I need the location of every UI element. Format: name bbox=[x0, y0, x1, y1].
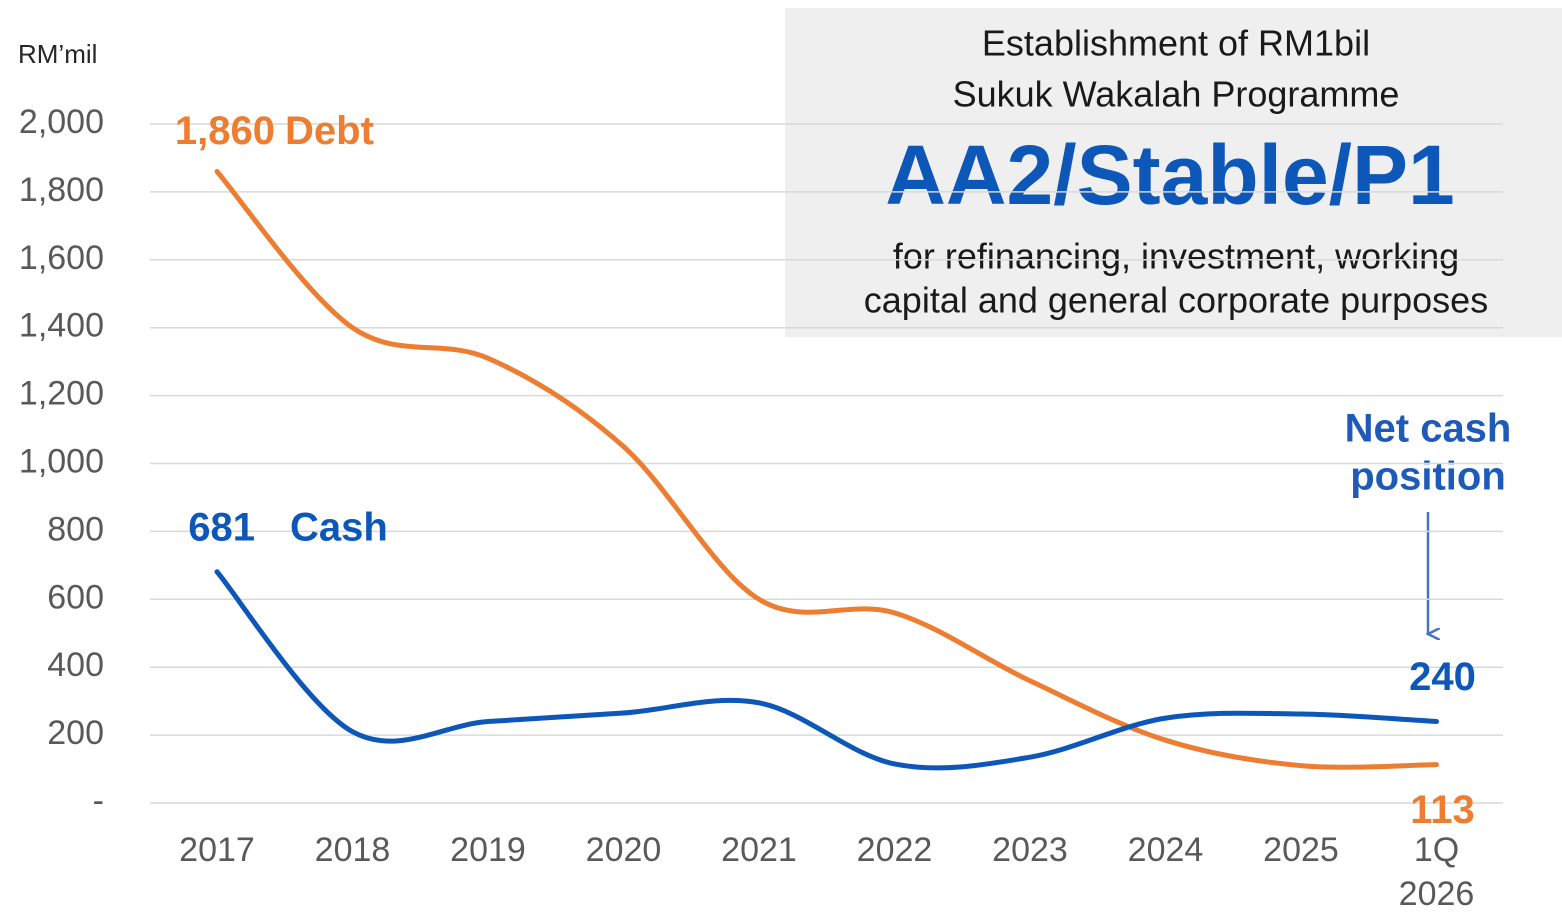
x-tick-line: 1Q bbox=[1414, 831, 1459, 869]
box-purpose: capital and general corporate purposes bbox=[864, 280, 1488, 321]
x-tick-line: 2026 bbox=[1399, 875, 1475, 913]
y-tick-label: 1,800 bbox=[19, 171, 104, 209]
value-label: 240 bbox=[1409, 655, 1476, 699]
info-box bbox=[785, 8, 1562, 337]
x-tick-label: 2017 bbox=[179, 831, 255, 869]
y-tick-label: 1,000 bbox=[19, 442, 104, 480]
y-tick-label: 2,000 bbox=[19, 103, 104, 141]
y-tick-label: 1,600 bbox=[19, 239, 104, 277]
x-tick-label: 2024 bbox=[1128, 831, 1204, 869]
x-tick-label: 2020 bbox=[586, 831, 662, 869]
line bbox=[214, 169, 1439, 770]
y-tick-label: 400 bbox=[47, 646, 104, 684]
y-tick-label: 600 bbox=[47, 578, 104, 616]
y-tick-label: 800 bbox=[47, 510, 104, 548]
x-tick-label: 1Q 2026 bbox=[1399, 831, 1475, 913]
box-line: Establishment of RM1bil bbox=[982, 23, 1370, 64]
box-purpose: for refinancing, investment, working bbox=[893, 236, 1459, 277]
x-tick-label: 2018 bbox=[315, 831, 391, 869]
x-tick-label: 2021 bbox=[721, 831, 797, 869]
y-axis-label: RM’mil bbox=[18, 39, 97, 69]
series-label: Cash bbox=[290, 505, 388, 549]
box-line: Sukuk Wakalah Programme bbox=[953, 74, 1400, 115]
y-tick-label: 1,400 bbox=[19, 307, 104, 345]
annotation: Net cash bbox=[1345, 407, 1512, 451]
series-label: Debt bbox=[285, 109, 374, 153]
x-tick-label: 2022 bbox=[857, 831, 933, 869]
annotation: position bbox=[1350, 455, 1506, 499]
value-label: 681 bbox=[188, 505, 255, 549]
line bbox=[214, 569, 1439, 771]
y-tick-label: - bbox=[93, 782, 104, 820]
rating: AA2/Stable/P1 bbox=[885, 128, 1455, 222]
y-tick-label: 200 bbox=[47, 714, 104, 752]
value-label: 113 bbox=[1410, 788, 1475, 832]
x-tick-label: 2019 bbox=[450, 831, 526, 869]
y-tick-label: 1,200 bbox=[19, 375, 104, 413]
x-tick-label: 2023 bbox=[992, 831, 1068, 869]
x-tick-label: 2025 bbox=[1263, 831, 1339, 869]
value-label: 1,860 bbox=[175, 109, 275, 153]
